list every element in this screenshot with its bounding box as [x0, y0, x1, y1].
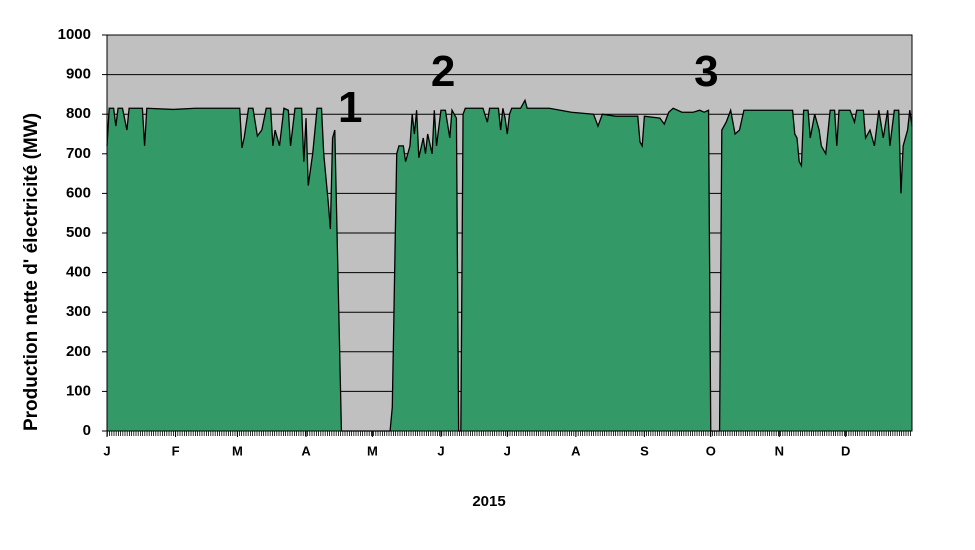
y-axis-label: Production nette d' électricité (MW)	[21, 113, 42, 431]
x-tick-label: J	[504, 443, 511, 458]
y-tick-label: 100	[66, 382, 91, 399]
x-tick-label: A	[571, 443, 581, 458]
y-tick-label: 700	[66, 145, 91, 162]
annotation: 2	[431, 47, 455, 96]
x-tick-label: N	[775, 443, 784, 458]
y-tick-label: 0	[83, 422, 91, 439]
plot-border	[106, 34, 913, 432]
y-tick-label: 900	[66, 66, 91, 83]
x-tick-label: A	[301, 443, 311, 458]
x-axis-label: 2015	[472, 493, 505, 510]
annotation: 1	[338, 83, 362, 132]
x-tick-label: J	[437, 443, 444, 458]
y-tick-label: 400	[66, 264, 91, 281]
y-tick-label: 800	[66, 105, 91, 122]
area-outline	[106, 98, 913, 432]
x-tick-label: S	[640, 443, 649, 458]
y-tick-label: 500	[66, 224, 91, 241]
y-tick-label: 300	[66, 303, 91, 320]
x-tick-label: M	[367, 443, 378, 458]
x-tick-label: J	[103, 443, 110, 458]
x-tick-label: M	[232, 443, 243, 458]
x-tick-label: D	[841, 443, 850, 458]
area	[107, 100, 912, 431]
annotation: 3	[694, 47, 718, 96]
y-tick-label: 600	[66, 184, 91, 201]
y-tick-label: 1000	[58, 26, 91, 43]
x-tick-label: F	[172, 443, 180, 458]
x-tick-label: O	[706, 443, 716, 458]
y-tick-label: 200	[66, 343, 91, 360]
